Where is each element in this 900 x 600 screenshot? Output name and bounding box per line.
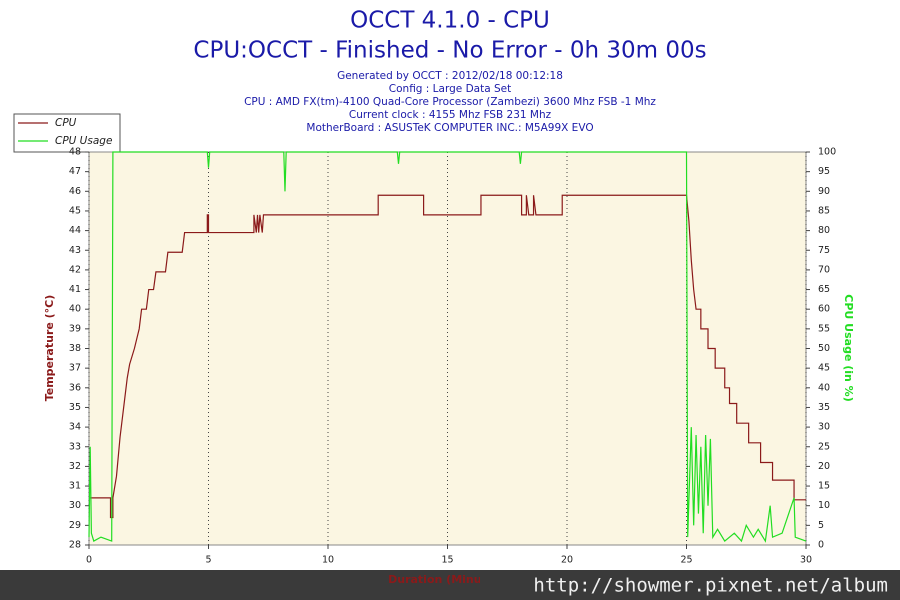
y2-tick-label: 40	[818, 382, 830, 393]
info-line: CPU : AMD FX(tm)-4100 Quad-Core Processo…	[244, 96, 656, 108]
watermark: http://showmer.pixnet.net/album	[533, 575, 888, 597]
y2-tick-label: 55	[818, 323, 830, 334]
x-tick-label: 5	[205, 555, 211, 566]
y-tick-label: 42	[69, 264, 81, 275]
y2-tick-label: 70	[818, 264, 830, 275]
y-tick-label: 37	[69, 363, 81, 374]
y2-tick-label: 10	[818, 500, 830, 511]
chart-title: OCCT 4.1.0 - CPU	[350, 8, 550, 34]
y-tick-label: 29	[69, 520, 81, 531]
y-tick-label: 31	[69, 481, 81, 492]
y-tick-label: 32	[69, 461, 81, 472]
info-line: Config : Large Data Set	[389, 83, 511, 95]
y2-tick-label: 20	[818, 461, 830, 472]
y-tick-label: 40	[69, 304, 81, 315]
y-tick-label: 36	[69, 382, 81, 393]
y-tick-label: 46	[69, 186, 81, 197]
y2-tick-label: 25	[818, 441, 830, 452]
y2-tick-label: 5	[818, 520, 824, 531]
y2-axis-label: CPU Usage (in %)	[842, 294, 855, 401]
x-tick-label: 15	[441, 555, 453, 566]
y-tick-label: 28	[69, 540, 81, 551]
series-line	[89, 194, 806, 519]
x-axis-label: Duration (Minutes)	[388, 573, 506, 586]
y2-tick-label: 0	[818, 540, 824, 551]
y-tick-label: 43	[69, 245, 81, 256]
y2-tick-label: 45	[818, 363, 830, 374]
x-tick-label: 25	[680, 555, 692, 566]
x-tick-label: 10	[322, 555, 334, 566]
y2-tick-label: 100	[818, 147, 836, 158]
y2-tick-label: 50	[818, 343, 830, 354]
x-tick-label: 0	[86, 555, 92, 566]
y-tick-label: 44	[69, 225, 81, 236]
y-tick-label: 34	[69, 422, 81, 433]
y-tick-label: 30	[69, 500, 81, 511]
y-axis-label: Temperature (°C)	[43, 295, 56, 402]
y-tick-label: 38	[69, 343, 81, 354]
y-tick-label: 45	[69, 205, 81, 216]
y2-tick-label: 30	[818, 422, 830, 433]
y-tick-label: 33	[69, 441, 81, 452]
series-line	[88, 151, 807, 543]
y2-tick-label: 75	[818, 245, 830, 256]
info-line: Current clock : 4155 Mhz FSB 231 Mhz	[349, 109, 552, 121]
x-tick-label: 30	[800, 555, 812, 566]
y-tick-label: 39	[69, 323, 81, 334]
info-line: Generated by OCCT : 2012/02/18 00:12:18	[337, 70, 563, 82]
y-tick-label: 47	[69, 166, 81, 177]
y-tick-label: 41	[69, 284, 81, 295]
y2-tick-label: 95	[818, 166, 830, 177]
legend-box	[13, 113, 121, 153]
y2-tick-label: 35	[818, 402, 830, 413]
y2-tick-label: 90	[818, 186, 830, 197]
y2-tick-label: 60	[818, 304, 830, 315]
info-line: MotherBoard : ASUSTeK COMPUTER INC.: M5A…	[306, 122, 593, 134]
chart-subtitle: CPU:OCCT - Finished - No Error - 0h 30m …	[193, 38, 706, 64]
y2-tick-label: 80	[818, 225, 830, 236]
x-tick-label: 20	[561, 555, 573, 566]
y2-tick-label: 85	[818, 205, 830, 216]
y-tick-label: 35	[69, 402, 81, 413]
watermark-bg	[480, 572, 900, 600]
y2-tick-label: 65	[818, 284, 830, 295]
legend-label: CPU	[55, 117, 77, 129]
legend-label: CPU Usage	[55, 135, 112, 147]
y2-tick-label: 15	[818, 481, 830, 492]
y-tick-label: 48	[69, 147, 81, 158]
